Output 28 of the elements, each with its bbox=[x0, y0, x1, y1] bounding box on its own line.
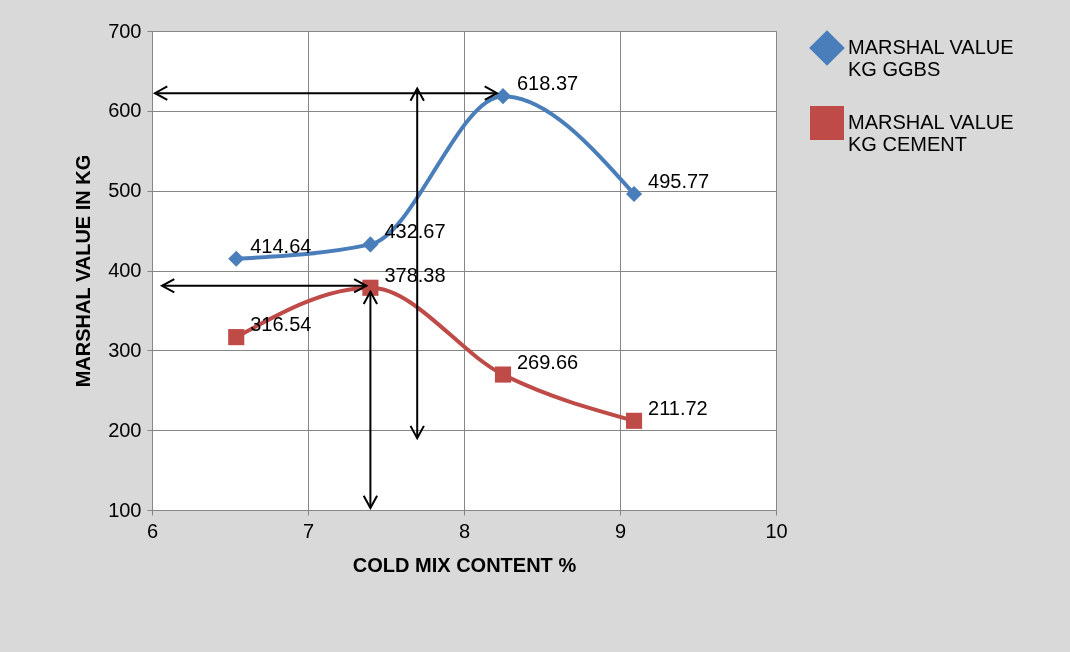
y-tick-label: 400 bbox=[108, 259, 142, 281]
point bbox=[494, 88, 512, 105]
data-label: 414.64 bbox=[250, 234, 312, 257]
point bbox=[228, 250, 245, 267]
x-tick-label: 9 bbox=[614, 519, 627, 542]
x-tick-label: 8 bbox=[458, 519, 471, 542]
legend-label: MARSHAL VALUE KG GGBS bbox=[848, 36, 1014, 80]
x-tick-label: 7 bbox=[302, 519, 315, 542]
y-tick-label: 300 bbox=[108, 338, 142, 361]
x-tick-label: 10 bbox=[765, 519, 788, 542]
data-label: 269.66 bbox=[517, 350, 579, 373]
y-tick-label: 200 bbox=[108, 418, 142, 441]
point bbox=[494, 366, 512, 383]
y-tick-label: 500 bbox=[108, 179, 142, 202]
y-tick-label: 600 bbox=[108, 99, 142, 122]
point bbox=[228, 329, 245, 346]
y-tick-label: 700 bbox=[108, 19, 142, 42]
x-axis-title: COLD MIX CONTENT % bbox=[352, 553, 577, 576]
legend-label: MARSHAL VALUE KG CEMENT bbox=[848, 111, 1014, 155]
x-tick-label: 6 bbox=[146, 519, 159, 542]
y-axis-title: MARSHAL VALUE IN KG bbox=[72, 154, 95, 388]
point bbox=[362, 236, 379, 253]
point bbox=[625, 412, 643, 429]
data-label: 618.37 bbox=[517, 72, 579, 95]
point bbox=[625, 185, 643, 203]
data-label: 495.77 bbox=[648, 170, 710, 193]
y-tick-label: 100 bbox=[108, 498, 142, 521]
data-label: 211.72 bbox=[648, 396, 708, 419]
